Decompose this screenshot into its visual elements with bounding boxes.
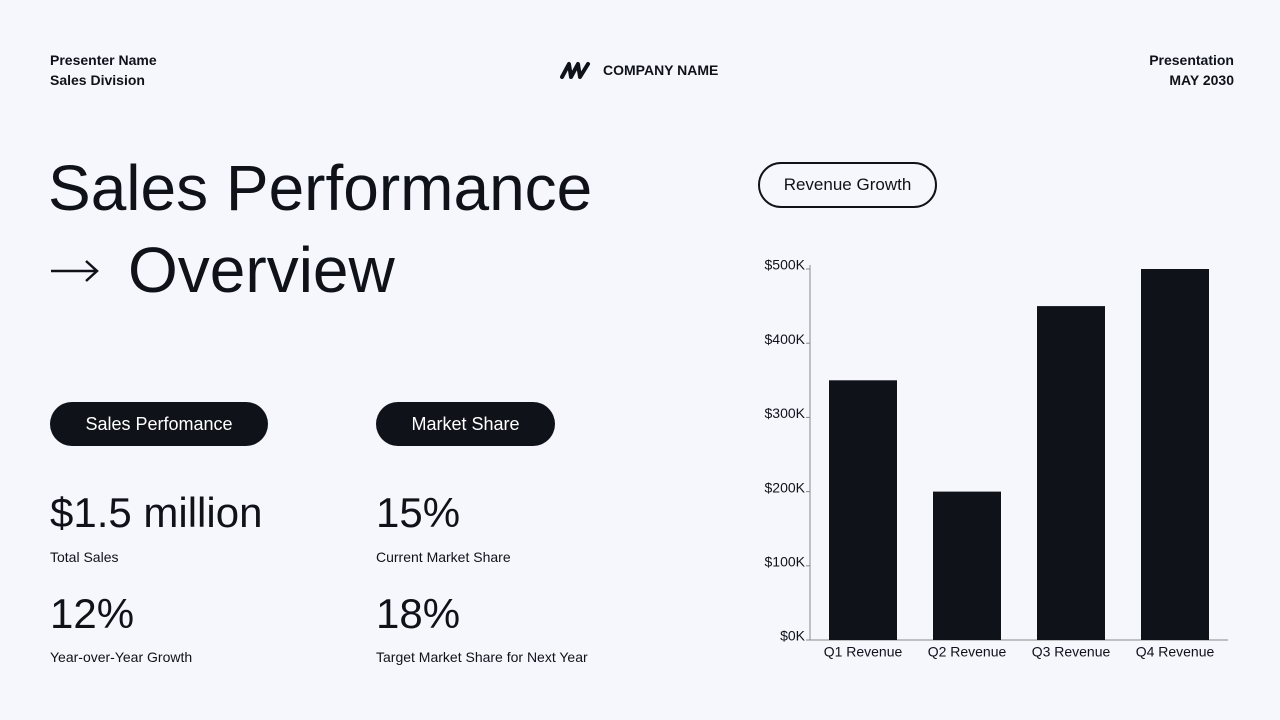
section-pill: Sales Perfomance xyxy=(50,402,268,446)
bar xyxy=(1141,269,1209,640)
arrow-icon xyxy=(51,260,99,282)
x-tick-label: Q2 Revenue xyxy=(928,644,1007,660)
x-tick-label: Q4 Revenue xyxy=(1136,644,1215,660)
bar xyxy=(1037,306,1105,640)
presenter: Presenter Name xyxy=(50,52,157,68)
stat-label: Current Market Share xyxy=(376,549,511,565)
title-line: Sales Performance xyxy=(48,152,593,224)
y-tick-label: $400K xyxy=(765,331,806,347)
stat-value: 12% xyxy=(50,590,135,637)
section-pill: Market Share xyxy=(376,402,555,446)
header-label: Presentation xyxy=(1149,52,1234,68)
header-date: MAY 2030 xyxy=(1169,72,1234,88)
bar xyxy=(829,380,897,640)
company-name: COMPANY NAME xyxy=(603,62,719,78)
bar xyxy=(933,491,1001,640)
stat-label: Year-over-Year Growth xyxy=(50,649,193,665)
y-tick-label: $500K xyxy=(765,257,806,273)
stat-label: Total Sales xyxy=(50,549,119,565)
x-tick-label: Q3 Revenue xyxy=(1032,644,1111,660)
stat-label: Target Market Share for Next Year xyxy=(376,649,588,665)
chart-title: Revenue Growth xyxy=(758,162,937,208)
title-line: Overview xyxy=(128,234,395,306)
stat-value: $1.5 million xyxy=(50,489,263,536)
logo xyxy=(560,62,590,79)
stat-value: 18% xyxy=(376,590,461,637)
stat-value: 15% xyxy=(376,489,461,536)
division: Sales Division xyxy=(50,72,145,88)
y-tick-label: $100K xyxy=(765,554,806,570)
y-tick-label: $300K xyxy=(765,405,806,421)
y-tick-label: $200K xyxy=(765,479,806,495)
y-tick-label: $0K xyxy=(780,628,806,644)
x-tick-label: Q1 Revenue xyxy=(824,644,903,660)
